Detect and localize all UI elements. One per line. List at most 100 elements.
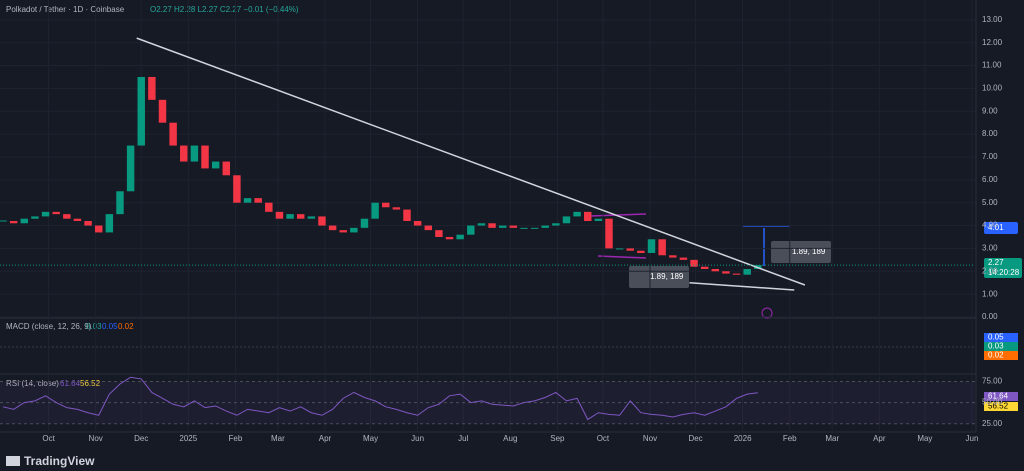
candle xyxy=(477,223,486,226)
y-tick-label: 4.00 xyxy=(982,221,998,230)
y-tick-label: 10.00 xyxy=(982,84,1003,93)
candle xyxy=(105,214,114,233)
rsi-value: 56.52 xyxy=(80,379,101,388)
candle xyxy=(584,211,592,221)
measure-line xyxy=(589,213,647,217)
candle xyxy=(382,202,390,208)
x-tick-label: Feb xyxy=(783,434,797,443)
candle xyxy=(488,223,496,228)
candle xyxy=(52,211,60,215)
x-tick-label: May xyxy=(917,434,932,443)
candle xyxy=(690,259,698,267)
candle xyxy=(456,234,464,240)
candle xyxy=(126,145,135,192)
candle xyxy=(669,255,677,258)
candle xyxy=(31,216,39,219)
macd-tag-label: 0.03 xyxy=(988,342,1004,351)
candle xyxy=(722,271,730,274)
y-tick-label: 3.00 xyxy=(982,244,998,253)
y-tick-label: 11.00 xyxy=(982,61,1002,70)
x-tick-label: Jun xyxy=(966,434,979,443)
candle xyxy=(615,248,624,250)
y-tick-label: 75.00 xyxy=(982,377,1003,386)
candle xyxy=(169,122,177,146)
x-tick-label: Nov xyxy=(89,434,103,443)
macd-tag-label: 0.05 xyxy=(988,333,1004,342)
candle xyxy=(265,202,273,212)
candle xyxy=(41,211,50,217)
price-tag xyxy=(984,222,1018,234)
candle xyxy=(509,225,518,228)
candle xyxy=(445,236,454,240)
candle xyxy=(211,161,220,169)
y-tick-label: 9.00 xyxy=(982,106,998,115)
candle xyxy=(20,218,29,224)
candle xyxy=(711,268,720,272)
rsi-tag-label: 61.64 xyxy=(988,392,1009,401)
candle xyxy=(605,218,613,249)
candle xyxy=(647,239,656,253)
candle xyxy=(658,239,666,256)
measure-label: 1.89, 189 xyxy=(792,247,826,256)
candle xyxy=(63,214,71,219)
y-tick-label: 13.00 xyxy=(982,15,1003,24)
x-tick-label: Apr xyxy=(873,434,886,443)
y-tick-label: 2.00 xyxy=(982,266,998,275)
price-tag xyxy=(984,258,1022,278)
x-tick-label: Nov xyxy=(643,434,657,443)
rsi-tag xyxy=(984,392,1018,401)
x-tick-label: May xyxy=(363,434,378,443)
candle xyxy=(339,230,347,233)
candle xyxy=(0,220,7,222)
ohlc: O2.27 H2.28 L2.27 C2.27 −0.01 (−0.44%) xyxy=(150,5,299,14)
x-tick-label: 2026 xyxy=(734,434,752,443)
x-tick-label: Mar xyxy=(271,434,285,443)
candle xyxy=(530,227,539,229)
candle xyxy=(222,161,231,176)
x-tick-label: 2025 xyxy=(179,434,197,443)
candle xyxy=(137,76,145,146)
rsi-tag xyxy=(984,402,1018,411)
candle xyxy=(552,223,560,226)
candle xyxy=(360,218,369,228)
measure-line xyxy=(597,255,647,259)
x-tick-label: Jul xyxy=(458,434,468,443)
candle xyxy=(9,220,18,224)
rsi-title: RSI (14, close) xyxy=(6,379,59,388)
trendline xyxy=(136,37,806,286)
candle xyxy=(190,145,199,162)
x-tick-label: Sep xyxy=(550,434,565,443)
candle xyxy=(307,216,316,219)
x-tick-label: Feb xyxy=(228,434,242,443)
event-icon[interactable] xyxy=(761,307,773,319)
trendline xyxy=(689,281,795,291)
candle xyxy=(94,225,103,233)
candle xyxy=(700,266,709,269)
candle xyxy=(626,248,634,251)
candle xyxy=(296,214,305,219)
y-tick-label: 6.00 xyxy=(982,175,998,184)
macd-tag xyxy=(984,351,1018,360)
candle xyxy=(275,211,284,219)
macd-value: 0.02 xyxy=(118,322,134,331)
candle xyxy=(286,214,294,219)
candle xyxy=(233,175,241,203)
candle xyxy=(243,198,252,203)
candle xyxy=(201,145,209,169)
target-tag: 4.01 xyxy=(988,223,1004,232)
candle xyxy=(520,227,528,229)
candle xyxy=(424,225,432,231)
x-tick-label: Aug xyxy=(503,434,517,443)
symbol-title: Polkadot / Tether · 1D · Coinbase xyxy=(6,5,125,14)
candle xyxy=(679,257,688,260)
candle xyxy=(467,225,475,235)
candle xyxy=(328,225,337,231)
candle xyxy=(413,220,422,226)
x-tick-label: Oct xyxy=(42,434,55,443)
rsi-value: 61.64 xyxy=(60,379,81,388)
y-tick-label: 12.00 xyxy=(982,38,1003,47)
candle xyxy=(148,76,156,100)
measure-box xyxy=(771,241,831,263)
x-tick-label: Dec xyxy=(688,434,702,443)
